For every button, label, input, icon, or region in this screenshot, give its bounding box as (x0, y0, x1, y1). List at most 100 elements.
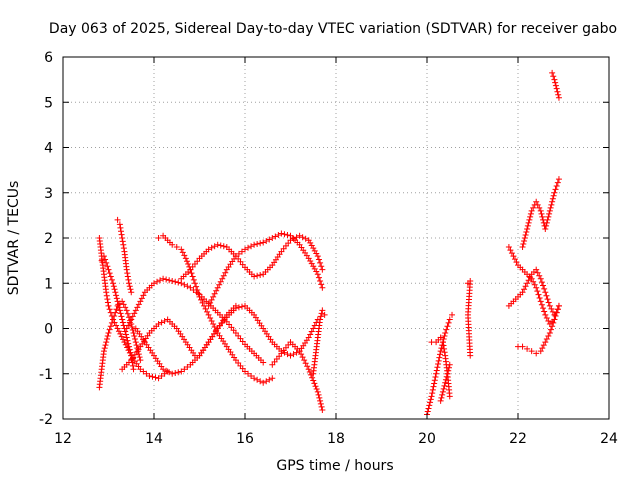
data-point (181, 366, 188, 373)
data-point (108, 319, 115, 326)
data-point (122, 328, 129, 335)
data-point (310, 377, 317, 384)
data-point (437, 348, 444, 355)
data-point (266, 376, 273, 383)
data-point (251, 375, 258, 382)
data-point (254, 241, 261, 248)
data-point (151, 280, 157, 287)
data-point (545, 213, 552, 220)
data-point (166, 277, 173, 284)
data-point (467, 352, 474, 359)
data-point (102, 256, 109, 263)
data-point (133, 342, 140, 349)
data-point (257, 271, 264, 278)
data-point (311, 265, 318, 272)
data-point (537, 207, 544, 214)
data-point (534, 201, 541, 208)
data-point (296, 232, 303, 239)
data-point (525, 219, 532, 226)
data-point (121, 339, 128, 346)
data-point (552, 79, 559, 86)
data-point (232, 253, 239, 260)
data-point (163, 367, 170, 374)
data-point (315, 391, 322, 398)
x-tick-label: 12 (54, 431, 72, 447)
data-point (314, 388, 321, 395)
data-point (100, 253, 107, 260)
data-point (187, 284, 194, 291)
data-point (183, 258, 190, 265)
data-point (540, 342, 547, 349)
data-point (317, 400, 324, 407)
data-point (317, 397, 324, 404)
data-point (128, 316, 135, 323)
data-point (126, 283, 133, 290)
data-point (537, 298, 544, 305)
data-point (533, 284, 540, 291)
data-point (299, 234, 306, 241)
data-point (114, 298, 121, 305)
data-point (305, 334, 312, 341)
data-point (132, 307, 139, 314)
data-point (232, 305, 239, 312)
data-point (254, 272, 261, 279)
data-point (314, 271, 321, 278)
data-point (220, 272, 227, 279)
data-point (548, 305, 555, 312)
data-point (287, 352, 294, 359)
x-tick-label: 14 (145, 431, 163, 447)
data-point (222, 269, 229, 276)
data-point (302, 235, 309, 242)
data-point (319, 284, 326, 291)
data-point (193, 283, 200, 290)
data-point (521, 238, 528, 245)
data-point (426, 402, 433, 409)
data-point (531, 281, 538, 288)
data-point (317, 316, 324, 323)
data-point (103, 292, 110, 299)
data-point (272, 233, 279, 240)
data-point (123, 325, 130, 332)
data-point (508, 250, 515, 257)
x-tick-label: 22 (509, 431, 527, 447)
data-point (149, 373, 156, 380)
data-point (155, 375, 162, 382)
data-point (132, 339, 139, 346)
data-point (319, 406, 326, 413)
data-point (131, 310, 138, 317)
data-point (205, 311, 212, 318)
data-point (143, 370, 150, 377)
data-point (439, 391, 446, 398)
data-point (155, 235, 162, 241)
data-point (152, 374, 159, 381)
data-point (217, 278, 224, 285)
data-point (533, 266, 540, 273)
data-point (548, 201, 555, 208)
y-tick-label: 5 (44, 95, 53, 111)
data-point (507, 247, 514, 254)
data-point (190, 276, 197, 283)
data-point (110, 316, 117, 323)
data-point (266, 236, 273, 243)
data-point (534, 269, 541, 276)
data-point (106, 270, 113, 277)
data-point (445, 364, 452, 371)
data-point (505, 244, 512, 251)
data-point (525, 277, 532, 284)
data-point (155, 320, 162, 327)
data-point (119, 316, 126, 323)
data-point (116, 304, 123, 311)
data-point (114, 325, 121, 332)
data-point (550, 192, 557, 199)
data-point (538, 301, 545, 308)
data-point (519, 343, 526, 350)
data-point (103, 336, 110, 343)
data-point (184, 363, 191, 370)
data-point (546, 210, 553, 217)
data-point (103, 259, 110, 266)
data-point (112, 309, 119, 316)
data-point (100, 348, 107, 355)
data-point (540, 282, 547, 289)
data-point (439, 339, 446, 346)
